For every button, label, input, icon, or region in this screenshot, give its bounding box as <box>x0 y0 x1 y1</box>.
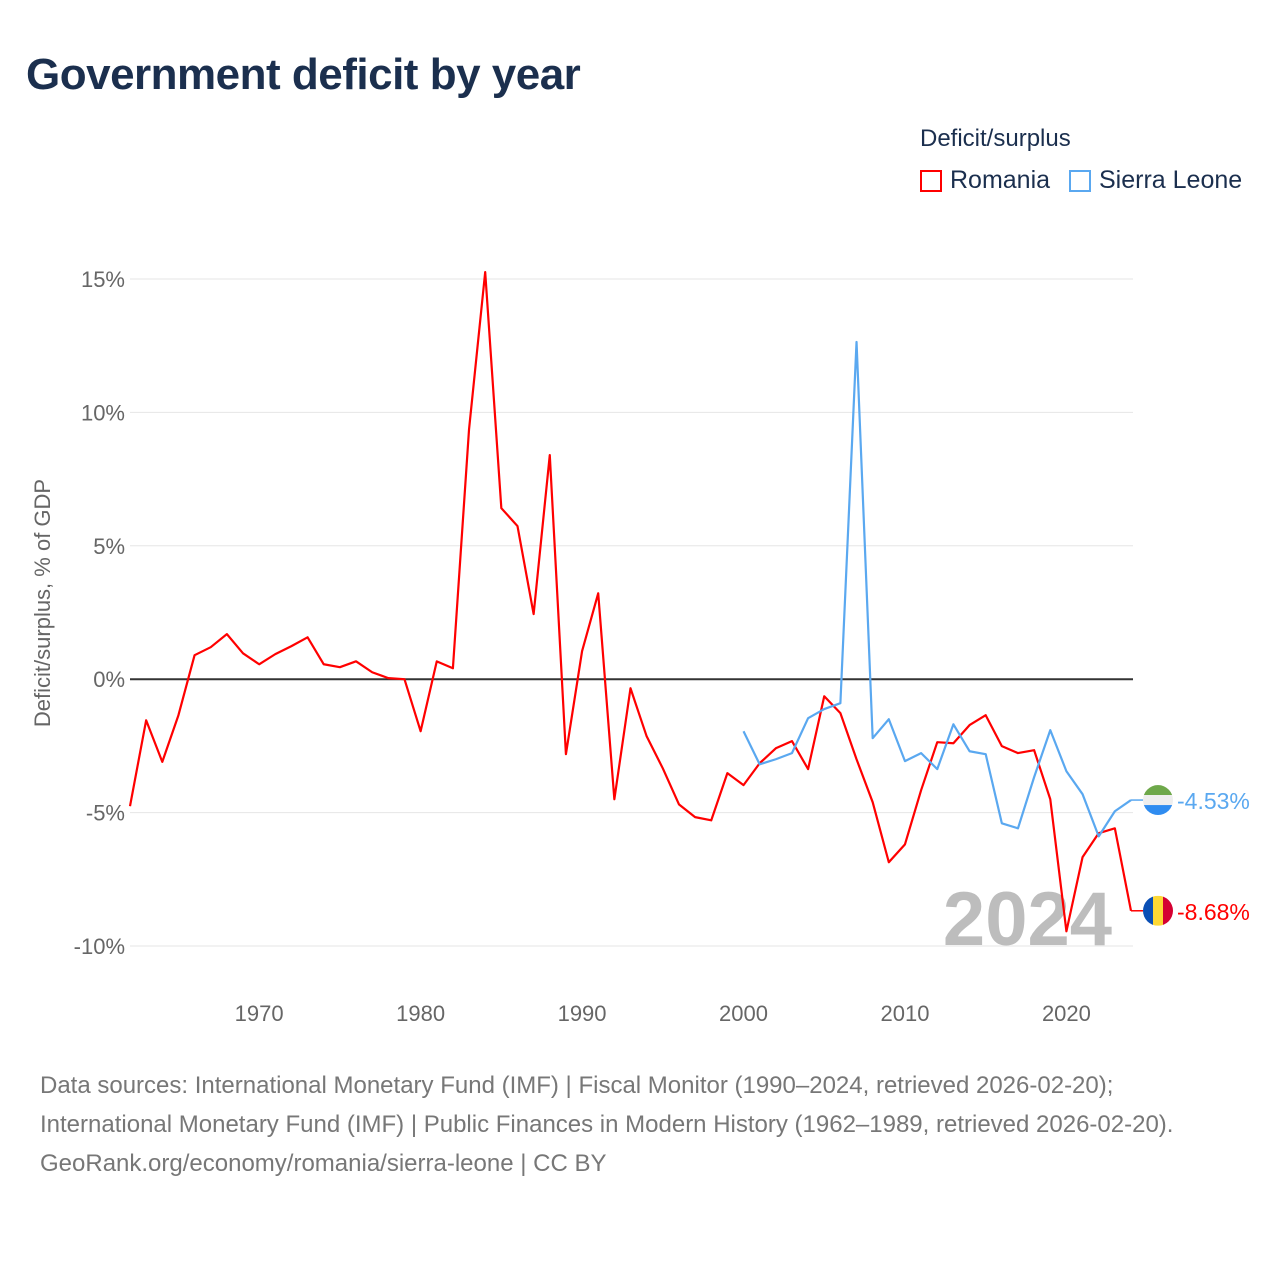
x-tick-label: 2020 <box>1042 1001 1091 1026</box>
source-line-1: Data sources: International Monetary Fun… <box>40 1072 1114 1099</box>
source-line-2: International Monetary Fund (IMF) | Publ… <box>40 1111 1174 1138</box>
source-link[interactable]: GeoRank.org/economy/romania/sierra-leone… <box>40 1150 607 1177</box>
y-axis-label: Deficit/surplus, % of GDP <box>30 479 55 727</box>
y-tick-label: 0% <box>93 667 125 692</box>
chart-title: Government deficit by year <box>26 50 581 99</box>
x-tick-label: 1990 <box>558 1001 607 1026</box>
end-value-label: -8.68% <box>1177 899 1250 925</box>
legend-title: Deficit/surplus <box>920 125 1071 152</box>
y-tick-label: 5% <box>93 534 125 559</box>
x-tick-label: 2010 <box>880 1001 929 1026</box>
y-tick-label: -10% <box>74 934 125 959</box>
y-tick-label: -5% <box>86 801 125 826</box>
legend-label: Sierra Leone <box>1099 166 1243 194</box>
legend-swatch-sierra-leone <box>1069 169 1091 192</box>
sierra-leone-flag-icon <box>1143 785 1173 816</box>
series-line-romania <box>128 270 1133 933</box>
legend-item-sierra-leone[interactable]: Sierra Leone <box>1069 166 1242 195</box>
series-line-sierra-leone <box>742 340 1132 838</box>
legend-label: Romania <box>950 166 1051 194</box>
x-tick-label: 2000 <box>719 1001 768 1026</box>
year-watermark: 2024 <box>943 877 1112 962</box>
y-tick-label: 10% <box>81 400 125 425</box>
y-tick-label: 15% <box>81 267 125 292</box>
end-value-label: -4.53% <box>1177 788 1250 814</box>
legend-item-romania[interactable]: Romania <box>920 166 1050 195</box>
romania-flag-icon <box>1143 895 1173 926</box>
x-tick-label: 1980 <box>396 1001 445 1026</box>
footer: Data sources: International Monetary Fun… <box>40 1066 1240 1183</box>
x-tick-label: 1970 <box>235 1001 284 1026</box>
legend-swatch-romania <box>920 169 942 192</box>
